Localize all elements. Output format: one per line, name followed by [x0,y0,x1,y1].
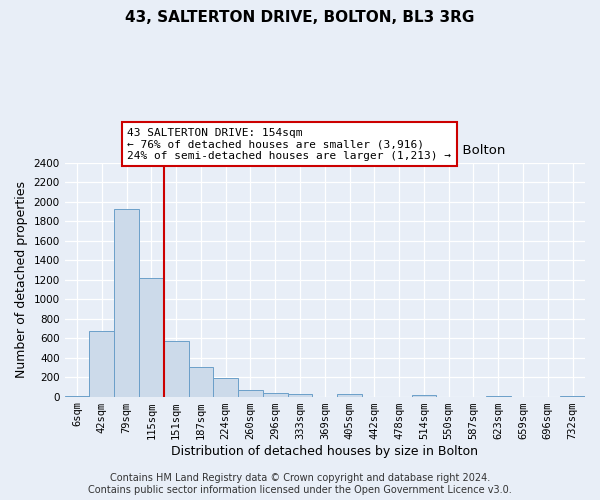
Title: Size of property relative to detached houses in Bolton: Size of property relative to detached ho… [145,144,505,158]
Text: Contains HM Land Registry data © Crown copyright and database right 2024.
Contai: Contains HM Land Registry data © Crown c… [88,474,512,495]
Bar [287,394,313,396]
Bar [114,208,139,396]
Bar [164,341,188,396]
Bar [89,332,114,396]
Bar [337,394,362,396]
Bar [263,393,287,396]
Bar [214,378,238,396]
Text: 43, SALTERTON DRIVE, BOLTON, BL3 3RG: 43, SALTERTON DRIVE, BOLTON, BL3 3RG [125,10,475,25]
Bar [139,278,164,396]
Y-axis label: Number of detached properties: Number of detached properties [15,181,28,378]
X-axis label: Distribution of detached houses by size in Bolton: Distribution of detached houses by size … [172,444,478,458]
Text: 43 SALTERTON DRIVE: 154sqm
← 76% of detached houses are smaller (3,916)
24% of s: 43 SALTERTON DRIVE: 154sqm ← 76% of deta… [127,128,451,161]
Bar [238,390,263,396]
Bar [412,395,436,396]
Bar [188,368,214,396]
